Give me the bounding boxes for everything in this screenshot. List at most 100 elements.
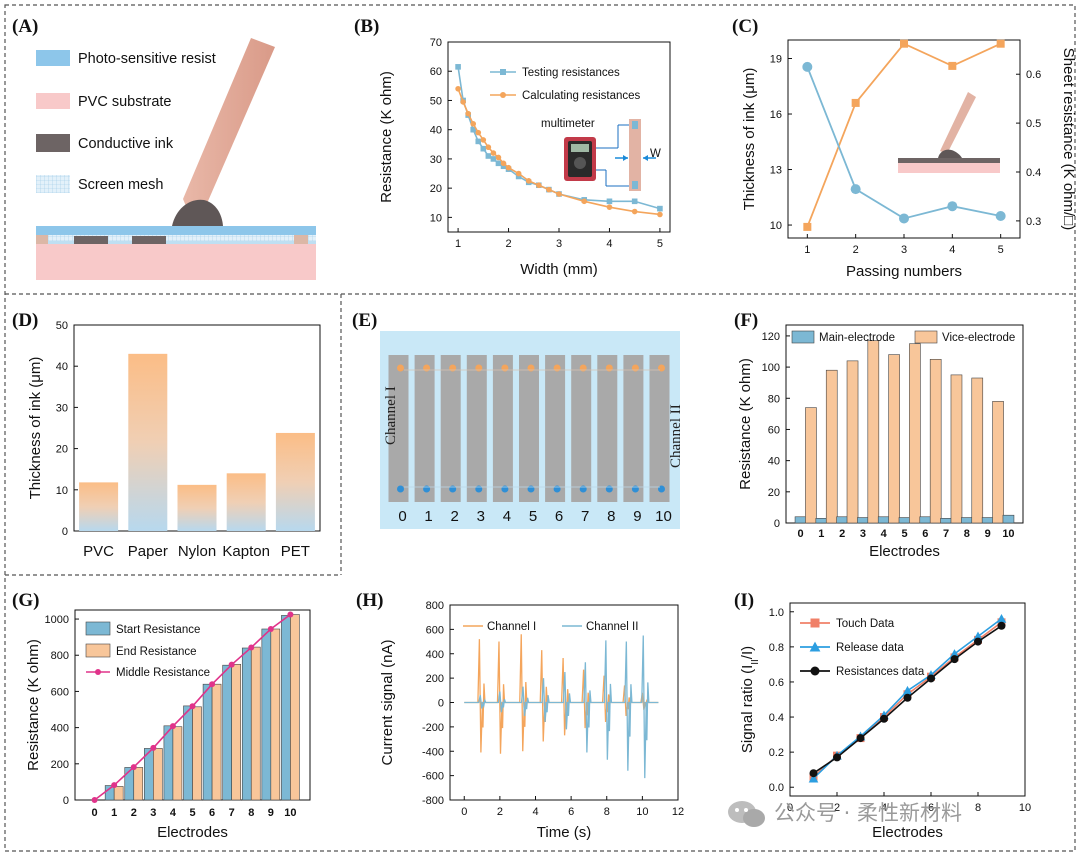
electrode-bottom-pad [475,485,483,493]
y-tick-label: 600 [426,624,444,636]
chart-h: (H) -800 -600 -400 -200 0 200 400 600 800 0 2 4 6 8 10 1… [356,590,684,841]
y-tick-label: 400 [51,723,69,735]
data-point [485,153,492,159]
x-category-label: Paper [128,543,168,560]
x-tick-label: 6 [568,806,574,818]
y-axis-label: Current signal (nA) [379,640,396,766]
x-axis-label: Electrodes [872,824,943,841]
legend-swatch-mesh [36,175,70,193]
electrode-top-pad [527,364,535,372]
data-point [851,98,860,107]
y-tick-label: -800 [422,795,444,807]
x-tick-label: 2 [834,802,840,814]
data-point [490,150,497,156]
data-point [460,99,466,105]
panel-g-label: (G) [12,590,39,611]
x-axis-label: Electrodes [157,824,228,841]
legend-marker-middle [95,669,101,675]
y-tick-label-right: 0.4 [1026,167,1041,179]
bar-main-9 [981,517,994,524]
bar-vice-7 [950,374,963,524]
point-middle-0 [91,797,98,803]
electrode-label: 6 [555,508,563,525]
point-middle-6 [209,681,216,688]
electrode-label: 8 [607,508,615,525]
electrode-bottom-pad [423,485,431,493]
bar-main-3 [857,517,869,524]
electrode-label: 9 [633,508,641,525]
electrode-bottom-pad [553,485,561,493]
data-point [631,208,638,215]
bar-start-6 [202,683,213,801]
multimeter-label: multimeter [541,118,595,130]
electrode-top-pad [397,364,404,372]
panel-d-label: (D) [12,310,38,331]
point-middle-3 [150,744,157,751]
resist-layer [36,226,316,235]
x-tick-label: 8 [604,806,610,818]
y-tick-label: 800 [426,600,444,612]
x-tick-label: 10 [284,807,296,819]
legend-label: Resistances data [836,666,925,678]
y-tick-label: 60 [768,424,780,436]
data-point [880,714,888,723]
legend-marker [500,69,506,75]
y-axis-label: Resistance (K ohm) [378,71,395,203]
y-tick-label: 40 [768,456,780,468]
bar-vice-4 [888,354,900,524]
x-category-label: Kapton [222,543,270,560]
y-tick-label: 400 [426,649,444,661]
data-point [515,173,522,180]
x-tick-label: 0 [92,807,98,819]
legend-text-resist: Photo-sensitive resist [78,51,216,67]
bar-pvc [79,482,119,531]
ink-pattern-1 [74,236,108,244]
strip-pad-top [632,121,638,129]
bar-end-3 [153,748,163,801]
x-tick-label: 4 [606,238,612,250]
electrode-5 [519,355,539,502]
legend-swatch-start [85,621,111,636]
signal-channel-2 [464,635,659,779]
x-tick-label: 4 [881,528,888,540]
y-tick-label: 30 [430,154,442,166]
figure-outer-border [4,4,1076,852]
y-tick-label: 10 [430,212,442,224]
x-tick-label: 1 [111,807,117,819]
y-tick-label: 40 [56,361,68,373]
electrode-7 [571,355,592,502]
electrode-bottom-pad [449,485,457,493]
data-point [455,85,461,92]
data-point [950,655,959,664]
data-point [833,753,841,762]
electrode-label: 4 [503,508,511,525]
spacer-right [294,235,308,244]
bar-end-10 [290,614,300,801]
chart-c: (C) 10 13 16 19 0.3 0.4 0.5 0.6 1 2 3 4 5 Thickness of… [732,16,1077,280]
x-category-label: PVC [83,543,114,560]
y-tick-label: 0.0 [769,782,784,794]
point-middle-9 [267,626,274,632]
point-middle-1 [111,782,118,789]
y-tick-label: 30 [56,402,68,414]
panel-a-legend: Photo-sensitive resist PVC substrate Con… [36,50,216,193]
legend-label: Calculating resistances [522,90,641,102]
panel-c-label: (C) [732,16,758,37]
y-tick-label: 0 [438,698,444,710]
data-point [505,164,512,171]
x-tick-label: 6 [209,807,215,819]
bar-main-0 [794,516,807,524]
bar-end-7 [231,663,241,801]
x-tick-label: 8 [975,802,981,814]
electrode-top-pad [631,364,639,372]
watermark-text: 公众号 · 柔性新材料 [774,801,962,825]
x-tick-label: 7 [229,807,235,819]
data-point [856,734,865,743]
y-tick-label: 80 [768,393,780,405]
y-tick-label: 50 [56,320,68,332]
bar-main-7 [940,518,952,524]
x-tick-label: 5 [657,238,663,250]
data-point [536,182,542,189]
electrode-array: 0 1 2 3 4 5 6 7 8 9 10 [388,355,672,525]
